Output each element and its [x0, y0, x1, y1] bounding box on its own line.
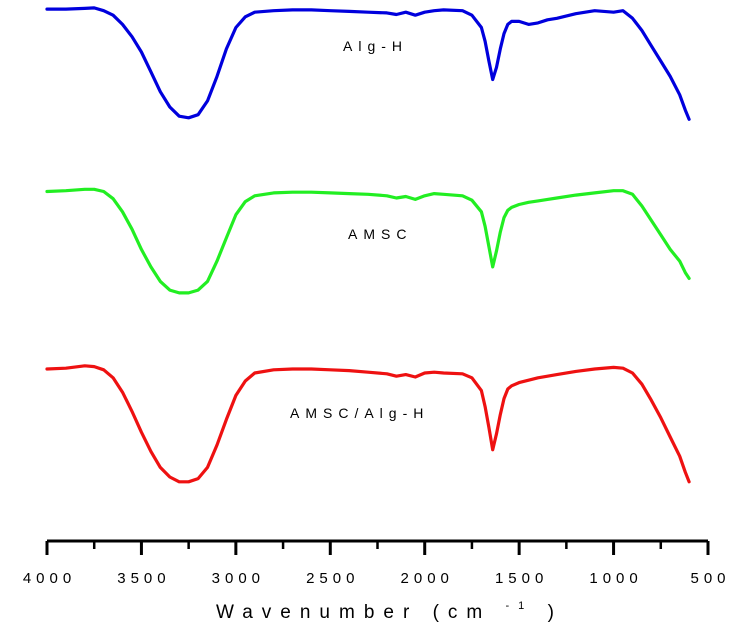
x-axis: 4000 3500 3000 2500 2000 1500 1000 500	[23, 539, 730, 587]
x-tick-label: 4000	[23, 570, 76, 587]
series-layer	[45, 6, 691, 484]
series-line-alg-h	[45, 6, 691, 121]
x-axis-title: Wavenumber (cm -1 )	[216, 593, 563, 623]
x-tick-label: 1500	[495, 570, 548, 587]
series-label-alg-h: Alg-H	[343, 38, 408, 54]
series-line-amsc	[45, 187, 691, 295]
series-label-amsc: AMSC	[348, 226, 412, 242]
x-tick-label: 500	[690, 570, 730, 587]
x-tick-label: 3500	[117, 570, 170, 587]
x-tick-label: 2500	[306, 570, 359, 587]
x-axis-title-main: Wavenumber (cm	[216, 602, 491, 623]
x-tick-label: 1000	[589, 570, 642, 587]
series-labels: Alg-H AMSC AMSC/Alg-H	[290, 38, 429, 421]
x-axis-title-superscript: -1	[506, 600, 534, 612]
x-axis-title-close: )	[548, 602, 563, 623]
x-tick-label: 3000	[212, 570, 265, 587]
series-label-amsc-alg-h: AMSC/Alg-H	[290, 405, 429, 421]
x-tick-label: 2000	[401, 570, 454, 587]
series-line-amsc-alg-h	[45, 364, 691, 484]
x-axis-ticks: 4000 3500 3000 2500 2000 1500 1000 500	[23, 541, 730, 587]
